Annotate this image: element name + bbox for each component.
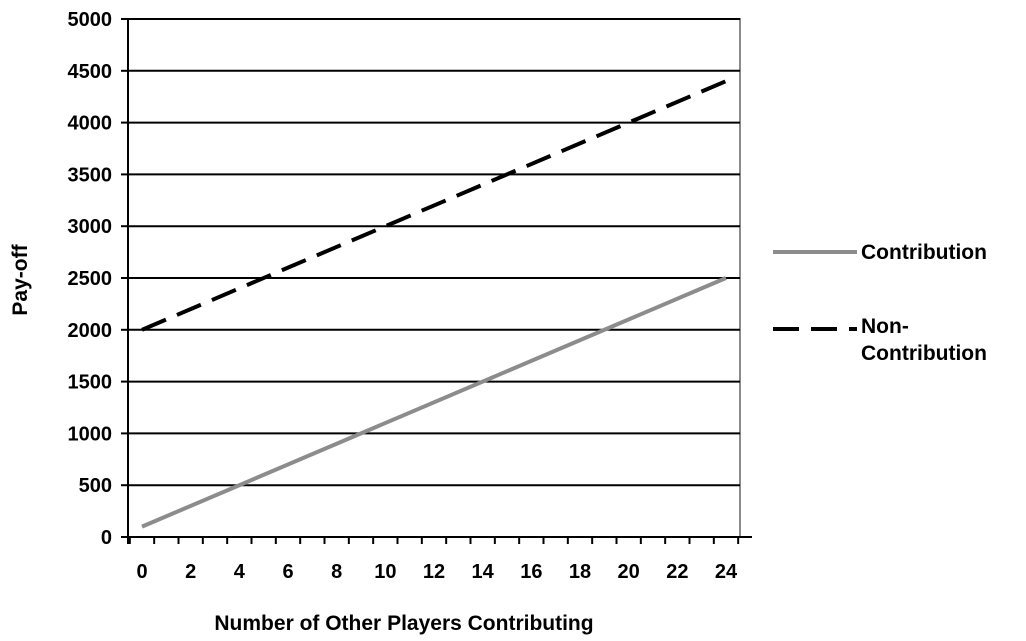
x-tick-label: 14 bbox=[472, 561, 495, 583]
series-line-contribution bbox=[141, 276, 727, 529]
x-tick-label: 20 bbox=[618, 561, 640, 583]
series-lines bbox=[141, 79, 727, 529]
x-axis-label: Number of Other Players Contributing bbox=[214, 612, 593, 635]
legend-label-line: Contribution bbox=[861, 241, 987, 264]
gridlines bbox=[127, 18, 741, 538]
y-axis-label: Pay-off bbox=[9, 243, 32, 315]
legend-label-line: Contribution bbox=[861, 342, 987, 365]
x-tick-label: 12 bbox=[423, 561, 445, 583]
legend-label-contribution: Contribution bbox=[861, 241, 987, 264]
x-tick-label: 2 bbox=[185, 561, 196, 583]
axes bbox=[121, 18, 752, 544]
y-tick-label: 5000 bbox=[68, 9, 113, 31]
legend: Contribution Non- Contribution bbox=[773, 241, 987, 365]
y-tick-label: 4000 bbox=[68, 113, 113, 135]
series-line-non-contribution bbox=[141, 79, 727, 332]
y-tick-label: 3500 bbox=[68, 164, 113, 186]
x-tick-label: 6 bbox=[282, 561, 293, 583]
x-axis-tick-labels: 0 2 4 6 8 10 12 14 16 18 20 22 24 bbox=[136, 561, 738, 583]
y-tick-label: 3000 bbox=[68, 216, 113, 238]
x-tick-label: 16 bbox=[520, 561, 542, 583]
x-tick-label: 10 bbox=[374, 561, 396, 583]
y-tick-label: 0 bbox=[101, 527, 112, 549]
y-tick-label: 4500 bbox=[68, 61, 113, 83]
x-tick-label: 18 bbox=[569, 561, 591, 583]
y-tick-label: 2000 bbox=[68, 320, 113, 342]
y-tick-label: 1000 bbox=[68, 423, 113, 445]
legend-label-non-contribution: Non- Contribution bbox=[861, 315, 987, 365]
x-tick-label: 8 bbox=[331, 561, 342, 583]
y-tick-label: 1500 bbox=[68, 372, 113, 394]
legend-label-line: Non- bbox=[861, 315, 909, 338]
x-tick-label: 22 bbox=[666, 561, 688, 583]
x-tick-label: 24 bbox=[715, 561, 738, 583]
x-tick-label: 0 bbox=[136, 561, 147, 583]
x-tick-label: 4 bbox=[234, 561, 246, 583]
y-axis-tick-labels: 0 500 1000 1500 2000 2500 3000 3500 4000 4500 5000 bbox=[68, 9, 113, 549]
y-tick-label: 500 bbox=[79, 475, 112, 497]
y-tick-label: 2500 bbox=[68, 268, 113, 290]
